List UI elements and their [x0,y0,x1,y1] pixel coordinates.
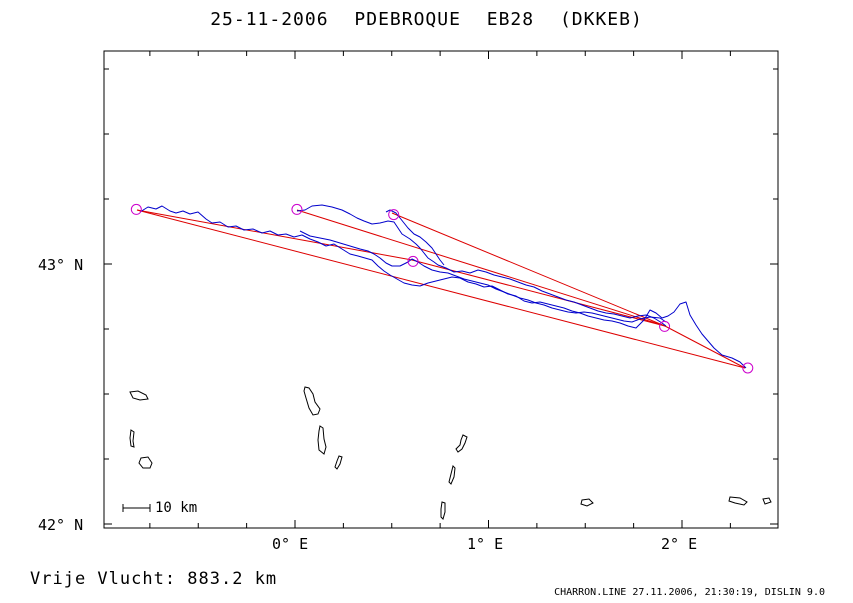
route-leg [664,325,746,369]
turnpoint-marker [659,320,671,332]
flight-track [139,204,747,369]
outline-shape [334,455,343,470]
route-lines [136,209,746,369]
outline-shape [448,465,456,485]
outline-shape [440,501,446,520]
plot-frame [103,50,779,529]
x-tick-label-1: 1° E [467,535,504,553]
outline-shape [129,429,135,448]
axis-ticks [104,51,778,528]
turnpoint-marker [407,255,419,267]
outline-shape [455,434,468,453]
credit-line: CHARRON.LINE 27.11.2006, 21:30:19, DISLI… [554,587,825,598]
turnpoint-marker [742,362,754,374]
turnpoint-marker [388,209,400,221]
turnpoint-marker [130,203,142,215]
scale-bar [122,504,151,512]
outline-shape [580,498,594,507]
outline-shape [317,425,327,455]
outline-shape [303,386,321,416]
y-tick-label-43: 43° N [38,256,84,274]
distance-readout: Vrije Vlucht: 883.2 km [30,569,278,589]
route-leg [136,209,413,261]
x-tick-label-0: 0° E [272,535,309,553]
y-tick-label-42: 42° N [38,516,84,534]
track-segment [139,205,747,369]
map-title: 25-11-2006 PDEBROQUE EB28 (DKKEB) [210,9,643,30]
route-leg [136,209,746,369]
outline-shape [762,497,772,505]
route-leg [411,259,666,327]
route-leg [391,212,666,327]
terrain-outlines [129,386,772,520]
x-tick-label-2: 2° E [661,535,698,553]
scale-bar-label: 10 km [155,500,198,516]
outline-shape [129,390,149,401]
outline-shape [728,496,748,506]
track-segment [299,230,667,323]
track-segment [296,204,667,327]
turnpoint-markers [130,203,754,374]
outline-shape [138,456,153,469]
route-leg [296,209,666,327]
turnpoint-marker [291,203,303,215]
track-segment [385,209,445,266]
